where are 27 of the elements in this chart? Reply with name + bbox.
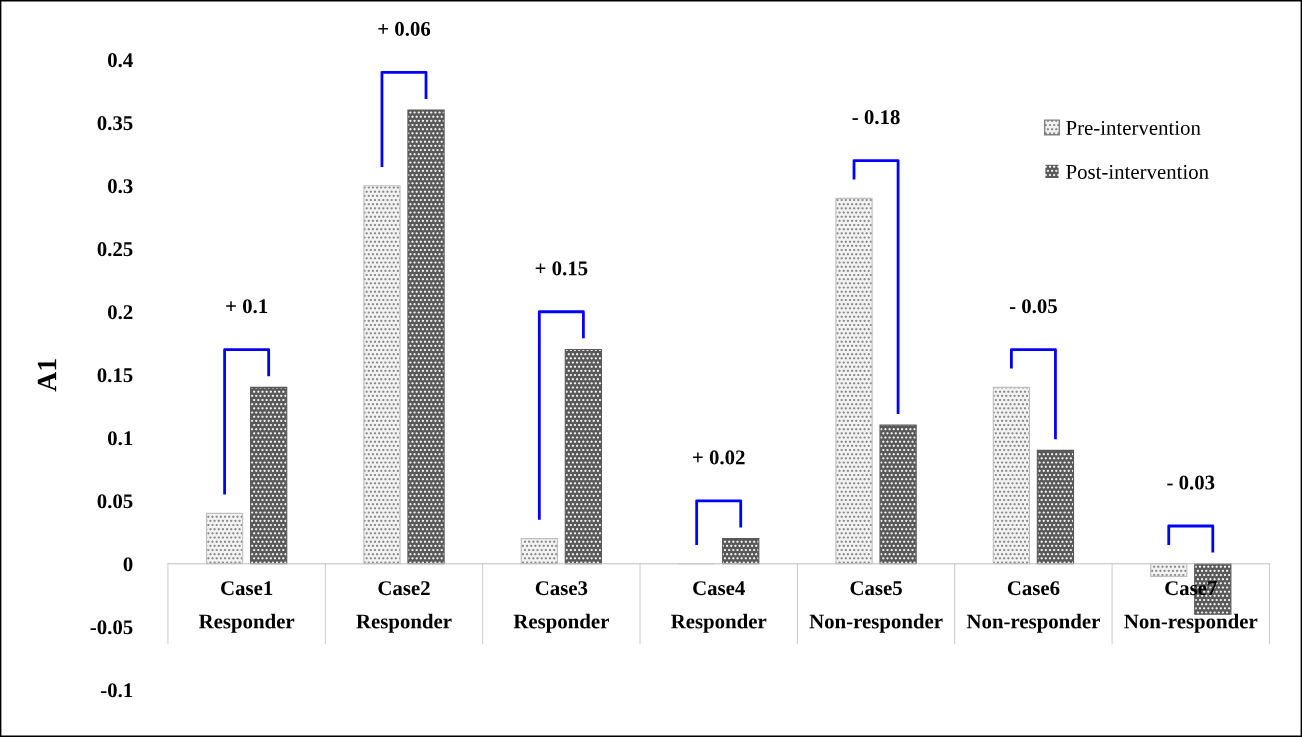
legend-label: Post-intervention: [1066, 164, 1209, 179]
x-tick-label: Case4 Responder: [671, 581, 767, 633]
x-tick-label: Case6 Non-responder: [966, 581, 1100, 633]
annotation: - 0.05: [1009, 299, 1057, 314]
legend-label: Pre-intervention: [1066, 120, 1201, 135]
text: + 0.06: [378, 21, 431, 37]
y-tick-label: 0.15: [97, 368, 133, 383]
y-tick-label: 0.2: [107, 305, 133, 320]
annotation: - 0.18: [852, 110, 900, 125]
x-tick-label: Case3 Responder: [513, 581, 609, 633]
x-tick-label: Case2 Responder: [356, 581, 452, 633]
y-tick-label: 0: [123, 557, 133, 572]
x-tick-label: Case1 Responder: [198, 581, 295, 633]
annotation: - 0.03: [1167, 475, 1215, 490]
annotation: + 0.15: [535, 261, 588, 276]
y-axis-title: A1: [37, 359, 57, 392]
y-tick-label: 0.35: [97, 116, 133, 131]
y-tick-label: 0.1: [107, 431, 133, 446]
y-tick-label: -0.1: [101, 683, 133, 698]
y-tick-label: 0.4: [107, 53, 133, 68]
x-tick-label: Case5 Non-responder: [809, 581, 943, 633]
y-tick-label: 0.3: [107, 179, 133, 194]
annotation: + 0.1: [226, 299, 268, 314]
y-tick-label: 0.25: [97, 242, 133, 257]
annotation: + 0.02: [693, 450, 745, 465]
y-tick-label: -0.05: [90, 620, 133, 635]
y-tick-label: 0.05: [97, 494, 133, 509]
